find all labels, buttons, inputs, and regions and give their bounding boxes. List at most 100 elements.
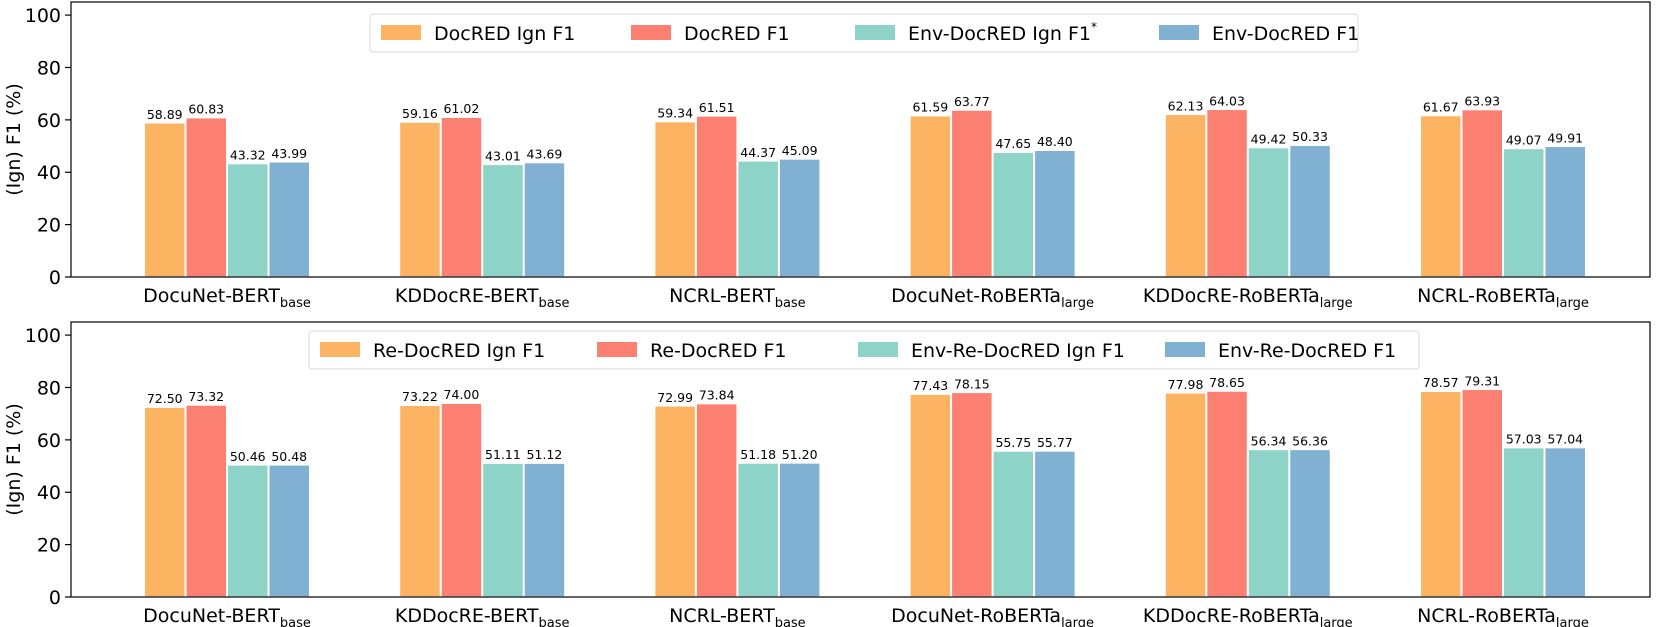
- data-label-1-1: 72.50: [147, 391, 183, 406]
- chart-panel-2: 72.50 73.32 50.46 50.48 DocuNet-BERTbase 73.2…: [3, 321, 1651, 627]
- category-label-5: KDDocRE-RoBERTalarge: [1143, 605, 1353, 627]
- category-label-2: KDDocRE-BERTbase: [395, 285, 570, 311]
- data-label-4-3: 55.75: [995, 435, 1031, 450]
- category-label-2: KDDocRE-BERTbase: [395, 605, 570, 627]
- bar-3-2: [695, 402, 738, 598]
- legend-swatch-3: [858, 342, 898, 357]
- bar-6-4: [1544, 446, 1587, 598]
- bar-2-3: [481, 462, 525, 598]
- y-tick-label: 100: [25, 325, 61, 347]
- data-label-4-1: 77.43: [912, 378, 948, 393]
- data-label-4-2: 78.15: [954, 376, 990, 391]
- data-label-5-1: 62.13: [1168, 98, 1204, 113]
- bar-4-3: [992, 151, 1035, 278]
- data-label-3-4: 45.09: [782, 143, 818, 158]
- data-label-2-4: 43.69: [527, 147, 563, 162]
- bar-6-1: [1419, 114, 1462, 278]
- data-label-2-1: 59.16: [402, 106, 438, 121]
- bar-4-2: [950, 391, 994, 598]
- bar-4-4: [1033, 450, 1077, 598]
- legend-swatch-2: [597, 342, 637, 357]
- category-label-6: NCRL-RoBERTalarge: [1417, 605, 1589, 627]
- bar-6-2: [1461, 388, 1504, 598]
- data-label-5-1: 77.98: [1168, 377, 1204, 392]
- bar-6-4: [1544, 145, 1587, 278]
- data-label-2-3: 51.11: [485, 447, 521, 462]
- category-label-1: DocuNet-BERTbase: [143, 285, 311, 311]
- data-label-5-2: 64.03: [1209, 93, 1245, 108]
- bar-6-3: [1502, 147, 1545, 278]
- data-label-2-2: 61.02: [444, 101, 480, 116]
- bar-1-1: [143, 122, 186, 278]
- bar-2-4: [523, 462, 566, 598]
- data-label-4-2: 63.77: [954, 94, 990, 109]
- category-label-1: DocuNet-BERTbase: [143, 605, 311, 627]
- y-tick-label: 40: [37, 162, 61, 184]
- data-label-6-3: 57.03: [1506, 432, 1542, 447]
- bar-3-4: [778, 158, 821, 278]
- bar-3-1: [653, 405, 697, 598]
- legend-label-3: Env-Re-DocRED Ign F1: [911, 340, 1125, 362]
- category-label-3: NCRL-BERTbase: [669, 285, 806, 311]
- category-label-6: NCRL-RoBERTalarge: [1417, 285, 1589, 311]
- legend-label-1: DocRED Ign F1: [434, 23, 575, 45]
- bar-3-1: [653, 120, 697, 278]
- data-label-6-4: 49.91: [1547, 130, 1583, 145]
- y-tick-label: 80: [37, 57, 61, 79]
- y-tick-label: 100: [25, 5, 61, 27]
- y-axis-label: (Ign) F1 (%): [3, 83, 25, 196]
- y-tick-label: 40: [37, 482, 61, 504]
- bar-2-2: [440, 402, 483, 598]
- bar-3-3: [736, 160, 780, 278]
- y-tick-label: 60: [37, 430, 61, 452]
- bar-4-1: [909, 393, 952, 598]
- bar-6-3: [1502, 446, 1545, 598]
- bar-1-3: [226, 464, 269, 598]
- bar-4-4: [1033, 149, 1077, 278]
- legend-label-1: Re-DocRED Ign F1: [373, 340, 545, 362]
- data-label-3-3: 51.18: [740, 447, 776, 462]
- data-label-5-2: 78.65: [1209, 375, 1245, 390]
- data-label-3-2: 73.84: [699, 388, 735, 403]
- legend-swatch-4: [1159, 25, 1199, 40]
- data-label-5-4: 50.33: [1292, 129, 1328, 144]
- bar-3-3: [736, 462, 780, 598]
- bar-2-4: [523, 161, 566, 278]
- y-tick-label: 20: [37, 535, 61, 557]
- data-label-1-3: 43.32: [230, 148, 266, 163]
- data-label-1-4: 50.48: [271, 449, 307, 464]
- data-label-1-1: 58.89: [147, 107, 183, 122]
- data-label-3-2: 61.51: [699, 100, 735, 115]
- data-label-6-1: 78.57: [1423, 375, 1459, 390]
- data-label-2-3: 43.01: [485, 148, 521, 163]
- bar-1-2: [185, 404, 228, 598]
- data-label-6-2: 63.93: [1464, 94, 1500, 109]
- legend-swatch-3: [855, 25, 895, 40]
- data-label-2-4: 51.12: [527, 447, 563, 462]
- data-label-4-1: 61.59: [912, 100, 948, 115]
- bar-5-1: [1164, 392, 1207, 598]
- data-label-3-1: 59.34: [657, 106, 693, 121]
- data-label-3-1: 72.99: [657, 390, 693, 405]
- bar-5-1: [1164, 113, 1207, 278]
- category-label-4: DocuNet-RoBERTalarge: [891, 605, 1094, 627]
- chart-panel-1: 58.89 60.83 43.32 43.99 DocuNet-BERTbase 59.1…: [3, 1, 1651, 311]
- bar-6-1: [1419, 390, 1462, 598]
- bar-3-2: [695, 115, 738, 278]
- legend: Re-DocRED Ign F1 Re-DocRED F1 Env-Re-DocRE…: [308, 330, 1420, 370]
- bar-1-4: [268, 161, 311, 278]
- bar-5-4: [1288, 448, 1332, 598]
- category-label-3: NCRL-BERTbase: [669, 605, 806, 627]
- bar-4-1: [909, 114, 952, 278]
- data-label-5-3: 56.34: [1251, 433, 1287, 448]
- legend-swatch-1: [320, 342, 360, 357]
- data-label-1-3: 50.46: [230, 449, 266, 464]
- bar-3-4: [778, 462, 821, 598]
- data-label-5-4: 56.36: [1292, 433, 1328, 448]
- bar-2-3: [481, 163, 525, 278]
- data-label-4-4: 55.77: [1037, 435, 1073, 450]
- bar-5-4: [1288, 144, 1332, 278]
- y-tick-label: 60: [37, 110, 61, 132]
- plot-frame: [70, 1, 1651, 278]
